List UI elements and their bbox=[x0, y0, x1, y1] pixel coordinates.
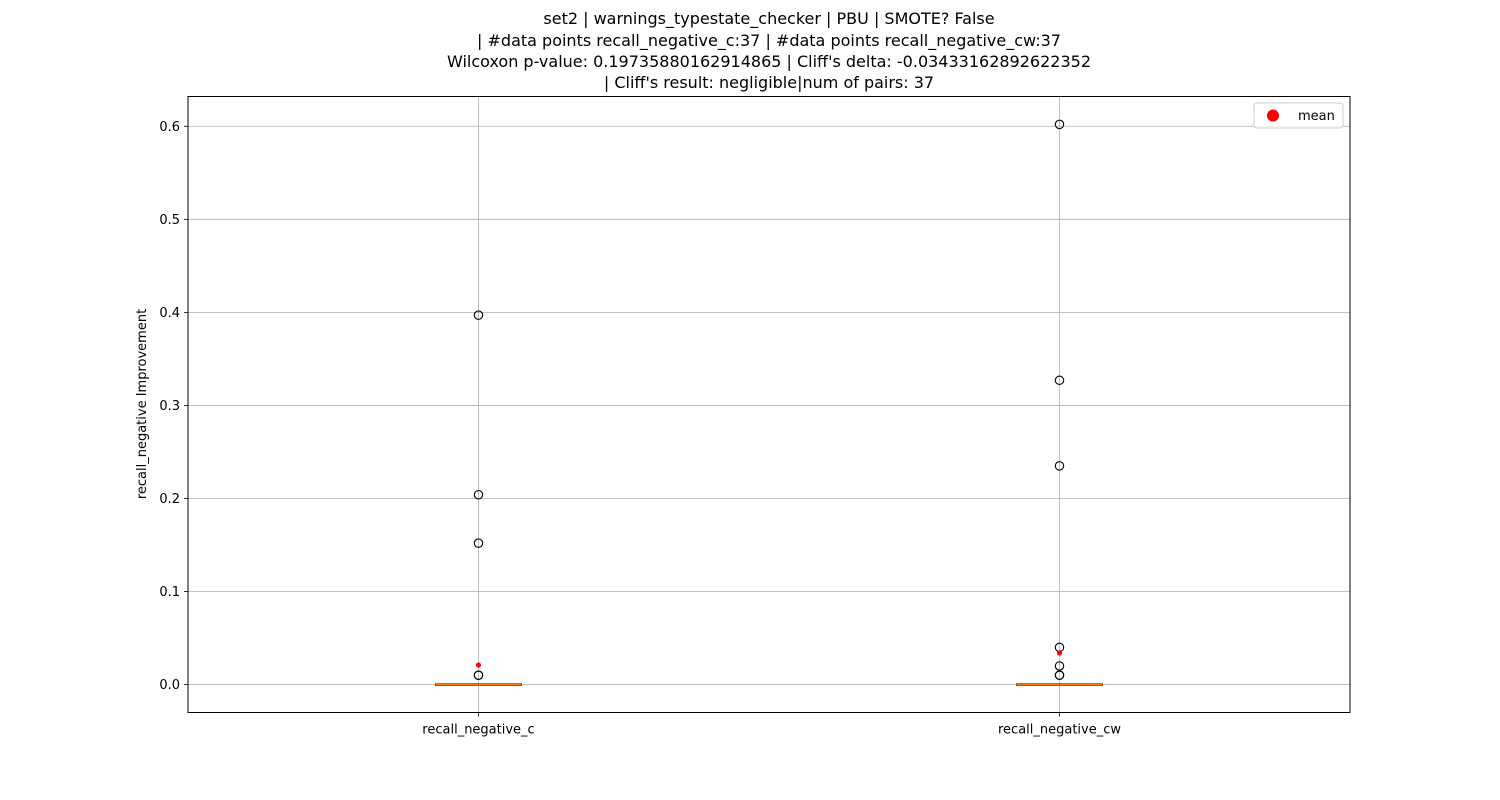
outlier-point bbox=[1054, 375, 1065, 386]
title-line-3: Wilcoxon p-value: 0.19735880162914865 | … bbox=[446, 52, 1091, 71]
y-tick-label: 0.3 bbox=[159, 399, 180, 414]
x-tick-label: recall_negative_cw bbox=[998, 723, 1121, 738]
title-line-1: set2 | warnings_typestate_checker | PBU … bbox=[543, 9, 995, 28]
outlier-point bbox=[1054, 461, 1065, 471]
data-layer bbox=[435, 119, 1103, 686]
mean-point bbox=[475, 662, 482, 668]
outlier-point bbox=[473, 538, 484, 548]
y-tick-label: 0.2 bbox=[159, 492, 180, 507]
y-axis: 0.0 0.1 0.2 0.3 0.4 0.5 0.6 bbox=[159, 120, 188, 693]
outlier-point bbox=[473, 670, 484, 681]
outlier-point bbox=[473, 310, 484, 320]
outlier-point bbox=[1054, 670, 1065, 681]
outlier-point bbox=[473, 490, 484, 500]
outlier-point bbox=[1054, 661, 1065, 671]
y-tick-label: 0.5 bbox=[159, 213, 180, 228]
y-tick-label: 0.0 bbox=[159, 678, 180, 693]
y-tick-label: 0.6 bbox=[159, 120, 180, 135]
outlier-point bbox=[1054, 119, 1065, 130]
legend: mean bbox=[1253, 102, 1344, 129]
box-recall_negative_c bbox=[435, 310, 522, 686]
title-line-4: | Cliff's result: negligible|num of pair… bbox=[603, 73, 935, 92]
title-line-2: | #data points recall_negative_c:37 | #d… bbox=[477, 31, 1061, 50]
mean-point bbox=[1056, 650, 1063, 656]
y-tick-label: 0.1 bbox=[159, 585, 180, 600]
grid-layer bbox=[188, 96, 1350, 713]
x-axis: recall_negative_c recall_negative_cw bbox=[422, 712, 1121, 738]
legend-label-mean: mean bbox=[1298, 109, 1335, 124]
plot-frame bbox=[187, 96, 1351, 713]
y-tick-label: 0.4 bbox=[159, 306, 180, 321]
legend-mean-marker bbox=[1267, 109, 1279, 122]
y-axis-title: recall_negative Improvement bbox=[135, 309, 150, 499]
box-recall_negative_cw bbox=[1016, 119, 1103, 686]
legend-frame bbox=[1253, 102, 1344, 129]
x-tick-label: recall_negative_c bbox=[422, 723, 534, 738]
